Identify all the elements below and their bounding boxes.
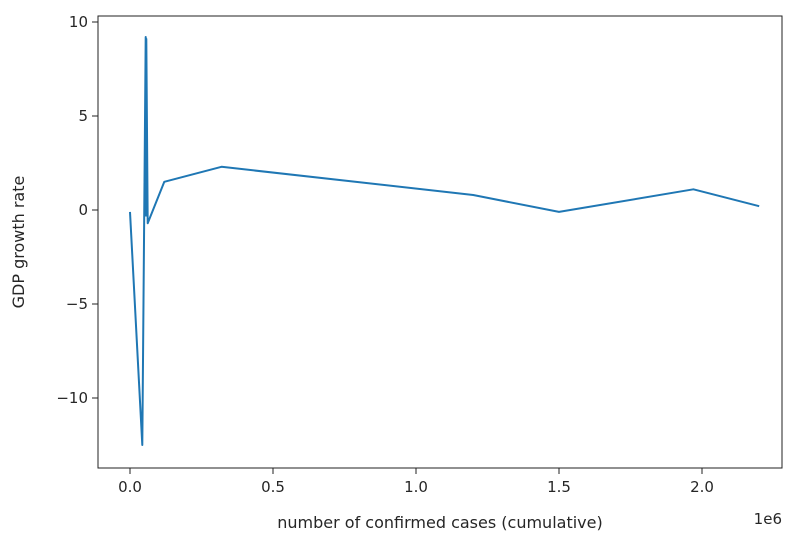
y-axis-label: GDP growth rate bbox=[9, 176, 28, 309]
x-tick-label: 2.0 bbox=[690, 478, 714, 496]
x-axis: 0.0 0.5 1.0 1.5 2.0 bbox=[118, 468, 714, 496]
x-tick-label: 1.5 bbox=[547, 478, 571, 496]
y-tick-label: 0 bbox=[78, 201, 88, 219]
series-line bbox=[129, 36, 760, 446]
y-tick-label: 5 bbox=[78, 107, 88, 125]
x-axis-label: number of confirmed cases (cumulative) bbox=[277, 513, 602, 532]
plot-area bbox=[97, 15, 783, 469]
x-offset-label: 1e6 bbox=[754, 510, 782, 528]
x-tick-label: 1.0 bbox=[404, 478, 428, 496]
x-tick-label: 0.5 bbox=[261, 478, 285, 496]
y-tick-label: −5 bbox=[66, 295, 88, 313]
x-tick-label: 0.0 bbox=[118, 478, 142, 496]
y-axis: −10 −5 0 5 10 bbox=[56, 13, 98, 407]
y-tick-label: 10 bbox=[69, 13, 88, 31]
y-tick-label: −10 bbox=[56, 389, 88, 407]
